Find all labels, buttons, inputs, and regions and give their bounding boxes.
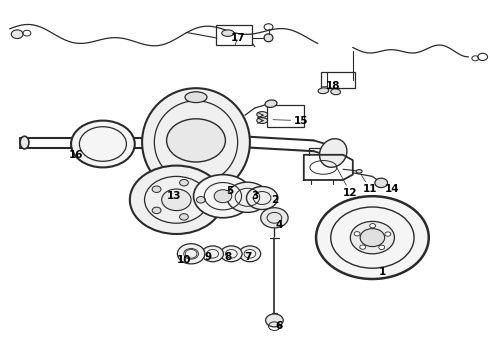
Text: 3: 3 bbox=[251, 191, 258, 201]
Circle shape bbox=[130, 166, 223, 234]
Text: 11: 11 bbox=[363, 184, 377, 194]
Circle shape bbox=[152, 186, 161, 193]
Bar bbox=[321, 72, 355, 88]
Ellipse shape bbox=[319, 139, 347, 167]
Circle shape bbox=[167, 119, 225, 162]
Circle shape bbox=[177, 244, 205, 264]
Ellipse shape bbox=[265, 100, 277, 107]
Ellipse shape bbox=[356, 170, 362, 173]
Circle shape bbox=[316, 196, 429, 279]
Text: 1: 1 bbox=[379, 267, 386, 277]
Circle shape bbox=[194, 175, 252, 218]
Circle shape bbox=[162, 189, 191, 211]
Circle shape bbox=[360, 245, 366, 249]
Bar bbox=[267, 105, 304, 127]
Text: 14: 14 bbox=[385, 184, 399, 194]
Text: 8: 8 bbox=[224, 252, 231, 262]
Ellipse shape bbox=[331, 89, 341, 95]
Ellipse shape bbox=[222, 30, 234, 36]
Text: 10: 10 bbox=[176, 255, 191, 265]
Circle shape bbox=[202, 246, 223, 262]
Ellipse shape bbox=[142, 88, 250, 196]
Text: 16: 16 bbox=[69, 150, 83, 160]
Ellipse shape bbox=[264, 34, 273, 42]
Ellipse shape bbox=[257, 118, 268, 123]
Text: 18: 18 bbox=[326, 81, 341, 91]
Circle shape bbox=[179, 214, 188, 220]
Circle shape bbox=[196, 197, 205, 203]
Circle shape bbox=[379, 245, 385, 249]
Text: 15: 15 bbox=[294, 116, 309, 126]
Text: 9: 9 bbox=[205, 252, 212, 262]
Circle shape bbox=[261, 208, 288, 228]
Circle shape bbox=[350, 221, 394, 254]
Circle shape bbox=[214, 190, 232, 203]
Circle shape bbox=[180, 246, 202, 262]
Circle shape bbox=[369, 224, 375, 228]
Text: 12: 12 bbox=[343, 188, 358, 198]
Text: 4: 4 bbox=[275, 220, 283, 230]
Circle shape bbox=[354, 231, 360, 236]
Ellipse shape bbox=[185, 92, 207, 103]
Ellipse shape bbox=[20, 136, 29, 149]
Text: 17: 17 bbox=[230, 33, 245, 43]
Circle shape bbox=[179, 179, 188, 186]
Circle shape bbox=[239, 246, 261, 262]
Circle shape bbox=[227, 182, 268, 212]
Text: 7: 7 bbox=[244, 252, 251, 262]
Circle shape bbox=[71, 121, 135, 167]
Circle shape bbox=[375, 178, 388, 188]
Circle shape bbox=[385, 232, 391, 236]
Circle shape bbox=[266, 314, 283, 327]
Text: 2: 2 bbox=[271, 195, 278, 205]
Circle shape bbox=[246, 186, 278, 210]
Circle shape bbox=[11, 30, 23, 39]
Text: 6: 6 bbox=[276, 321, 283, 331]
Text: 5: 5 bbox=[227, 186, 234, 196]
Ellipse shape bbox=[318, 88, 329, 94]
Text: 13: 13 bbox=[167, 191, 181, 201]
Ellipse shape bbox=[257, 112, 268, 117]
Circle shape bbox=[360, 229, 385, 247]
Circle shape bbox=[220, 246, 242, 262]
Circle shape bbox=[152, 207, 161, 213]
Bar bbox=[216, 25, 252, 45]
